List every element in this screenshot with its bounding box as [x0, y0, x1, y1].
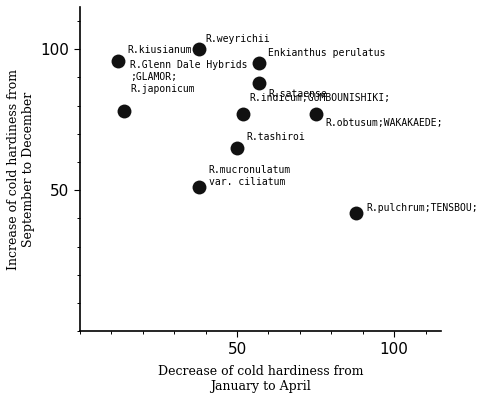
Text: R.sataense: R.sataense: [268, 89, 327, 99]
Text: R.kiusianum: R.kiusianum: [127, 45, 191, 55]
Point: [195, 46, 203, 52]
Text: R.tashiroi: R.tashiroi: [246, 132, 305, 142]
Point: [195, 184, 203, 191]
Text: Enkianthus perulatus: Enkianthus perulatus: [268, 48, 386, 58]
Point: [120, 108, 128, 114]
Point: [255, 80, 263, 86]
Point: [233, 145, 241, 151]
Text: R.Glenn Dale Hybrids
;GLAMOR;
R.japonicum: R.Glenn Dale Hybrids ;GLAMOR; R.japonicu…: [130, 60, 248, 94]
Point: [353, 210, 361, 216]
Point: [240, 111, 247, 117]
Point: [255, 60, 263, 66]
Text: R.mucronulatum
var. ciliatum: R.mucronulatum var. ciliatum: [209, 165, 291, 188]
Text: R.indicum;GUMBOUNISHIKI;: R.indicum;GUMBOUNISHIKI;: [250, 93, 390, 103]
Text: R.obtusum;WAKAKAEDE;: R.obtusum;WAKAKAEDE;: [325, 118, 442, 128]
Point: [114, 57, 121, 64]
Point: [312, 111, 320, 117]
Y-axis label: Increase of cold hardiness from
September to December: Increase of cold hardiness from Septembe…: [7, 69, 35, 270]
X-axis label: Decrease of cold hardiness from
January to April: Decrease of cold hardiness from January …: [158, 365, 363, 393]
Text: R.pulchrum;TENSBOU;: R.pulchrum;TENSBOU;: [366, 203, 478, 213]
Text: R.weyrichii: R.weyrichii: [205, 34, 270, 44]
